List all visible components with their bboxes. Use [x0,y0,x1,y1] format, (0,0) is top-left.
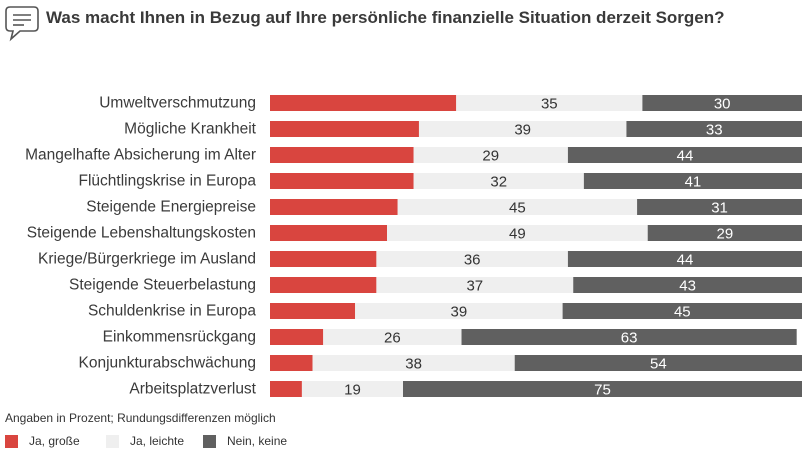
bar-leicht [397,199,638,215]
bar-leicht [301,381,403,397]
bar-leicht [376,277,574,293]
bar-keine [647,225,802,241]
bar-gross [270,355,313,371]
bar-gross [270,147,414,163]
data-label-leicht: 38 [405,356,422,373]
legend-item-keine: Nein, keine [203,431,287,451]
category-label: Schuldenkrise in Europa [88,303,256,320]
category-label: Kriege/Bürgerkriege im Ausland [38,251,256,268]
bar-gross [270,121,419,137]
category-label: Konjunkturabschwächung [78,355,256,372]
bar-leicht [387,225,648,241]
data-label-leicht: 39 [514,122,531,139]
category-label: Mangelhafte Absicherung im Alter [25,147,256,164]
bar-keine [637,199,802,215]
legend-swatch-keine [203,434,216,448]
data-label-keine: 41 [685,174,702,191]
legend-label-keine: Nein, keine [227,434,288,448]
footnote: Angaben in Prozent; Rundungsdifferenzen … [5,411,276,425]
data-label-leicht: 37 [466,278,483,295]
bar-keine [567,147,802,163]
bar-leicht [323,329,462,345]
data-label-leicht: 39 [451,304,468,321]
data-label-keine: 63 [621,330,638,347]
bar-leicht [413,147,568,163]
data-label-keine: 44 [677,252,694,269]
data-label-leicht: 29 [482,148,499,165]
bar-leicht [312,355,515,371]
data-label-keine: 75 [594,382,611,399]
bar-gross [270,173,414,189]
legend-swatch-gross [5,434,18,448]
bar-gross [270,95,457,111]
bar-keine [642,95,802,111]
bar-keine [583,173,802,189]
category-label: Umweltverschmutzung [99,95,256,112]
category-label: Steigende Energiepreise [86,199,256,216]
data-label-leicht: 26 [384,330,401,347]
data-label-keine: 54 [650,356,667,373]
bar-leicht [418,121,627,137]
legend-item-gross: Ja, große [5,431,80,451]
category-label: Arbeitsplatzverlust [129,381,256,398]
data-label-keine: 44 [677,148,694,165]
bar-keine [562,303,802,319]
data-label-keine: 33 [706,122,723,139]
bar-gross [270,303,356,319]
data-label-keine: 31 [711,200,728,217]
bar-gross [270,381,302,397]
bar-gross [270,277,377,293]
data-label-leicht: 36 [464,252,481,269]
data-label-keine: 43 [679,278,696,295]
bar-keine [626,121,802,137]
category-label: Steigende Lebenshaltungskosten [27,225,256,242]
bar-leicht [456,95,643,111]
bar-leicht [376,251,568,267]
bar-keine [567,251,802,267]
data-label-leicht: 49 [509,226,526,243]
category-label: Mögliche Krankheit [124,121,257,138]
bar-gross [270,251,377,267]
data-label-keine: 29 [717,226,734,243]
chart-title: Was macht Ihnen in Bezug auf Ihre persön… [46,8,725,27]
bar-leicht [355,303,563,319]
category-label: Flüchtlingskrise in Europa [79,173,257,190]
bar-leicht [413,173,584,189]
category-label: Steigende Steuerbelastung [69,277,256,294]
bar-keine [461,329,797,345]
legend-item-leicht: Ja, leichte [106,431,184,451]
bar-gross [270,225,388,241]
category-label: Einkommensrückgang [103,329,256,346]
legend-label-gross: Ja, große [29,434,80,448]
bar-gross [270,329,324,345]
bar-keine [514,355,802,371]
data-label-leicht: 45 [509,200,526,217]
bar-keine [403,381,802,397]
legend-swatch-leicht [106,434,119,448]
data-label-leicht: 35 [541,96,558,113]
data-label-keine: 45 [674,304,691,321]
data-label-leicht: 19 [344,382,361,399]
bar-keine [573,277,802,293]
bar-gross [270,199,398,215]
data-label-keine: 30 [714,96,731,113]
data-label-leicht: 32 [490,174,507,191]
speech-bubble-icon [5,6,39,42]
legend-label-leicht: Ja, leichte [130,434,185,448]
